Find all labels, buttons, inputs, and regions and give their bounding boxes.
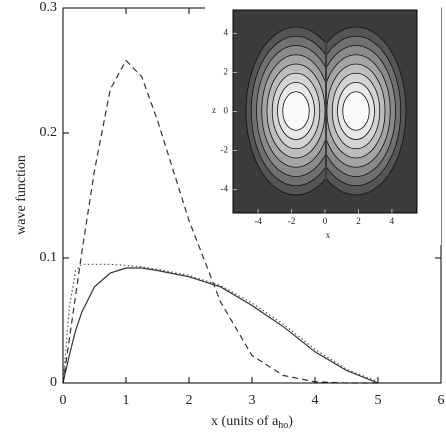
x-tick-label: 5 (375, 393, 382, 408)
inset-x-tick-label: 2 (356, 216, 361, 226)
inset-x-label: x (326, 230, 331, 240)
y-tick-label: 0 (50, 375, 57, 390)
inset-x-tick-label: 0 (323, 216, 328, 226)
x-label-sub: ho (278, 420, 288, 431)
inset-y-tick-label: 2 (224, 67, 229, 77)
x-tick-label: 3 (249, 393, 256, 408)
x-label-main: x (units of a (211, 414, 279, 429)
lobe (245, 26, 325, 196)
contour (342, 91, 370, 131)
x-tick-label: 4 (312, 393, 319, 408)
lobe (327, 26, 407, 196)
inset-y-tick-label: -4 (221, 184, 229, 194)
y-axis-label: wave function (14, 155, 29, 235)
inset-x-tick-label: -2 (288, 216, 296, 226)
inset-x-tick-label: -4 (254, 216, 262, 226)
y-tick-label: 0.1 (40, 250, 58, 265)
x-axis-label: x (units of aho) (211, 414, 293, 431)
inset-x-tick-label: 4 (390, 216, 395, 226)
series-line (62, 263, 379, 384)
contour (282, 91, 310, 131)
x-tick-label: 1 (123, 393, 130, 408)
inset-y-tick-label: -2 (221, 145, 229, 155)
series-line (62, 59, 378, 384)
x-tick-label: 0 (60, 393, 67, 408)
inset-y-label: z (212, 105, 216, 115)
y-tick-label: 0.3 (40, 0, 58, 15)
x-tick-label: 6 (438, 393, 445, 408)
inset-y-tick-label: 0 (224, 106, 229, 116)
y-tick-label: 0.2 (40, 125, 58, 140)
inset-axes: -4 -2 0 2 4 -4 -2 0 2 4 (221, 27, 395, 226)
inset-contours (245, 26, 407, 196)
series-line (62, 267, 379, 384)
x-label-tail: ) (288, 414, 293, 429)
inset-y-tick-label: 4 (224, 27, 229, 37)
x-tick-label: 2 (186, 393, 193, 408)
